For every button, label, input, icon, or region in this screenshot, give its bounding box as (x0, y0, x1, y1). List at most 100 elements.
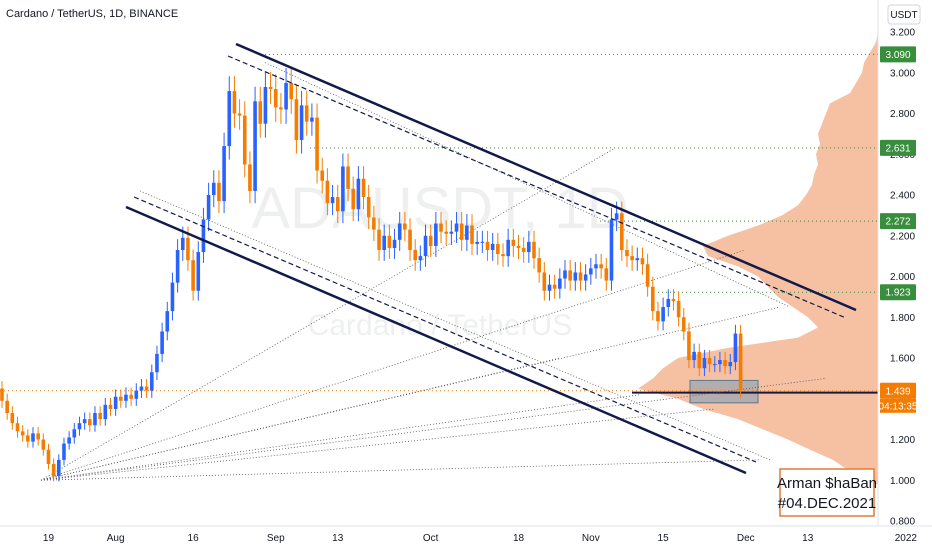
candle-body (397, 223, 402, 240)
candle-body (31, 433, 35, 442)
countdown-label: 04:13:35 (879, 401, 918, 412)
time-tick-label: 18 (513, 533, 525, 544)
candles (0, 67, 743, 482)
candle-body (475, 241, 479, 244)
candle-body (661, 307, 665, 322)
price-tag-bg (880, 139, 916, 156)
candle-body (279, 107, 283, 110)
candle-body (0, 388, 4, 401)
candle-body (449, 231, 454, 234)
candle-body (103, 404, 108, 420)
time-tick-label: 13 (802, 533, 814, 544)
fan-lines (40, 62, 827, 481)
time-axis[interactable]: 19 Aug 16 Sep 13 Oct 18 Nov 15 Dec 13 2022 (43, 533, 918, 544)
candle-body (501, 254, 505, 257)
price-tag-bg (880, 382, 916, 399)
price-tick-label: 3.200 (890, 28, 915, 39)
candle-body (118, 396, 123, 401)
price-tag-label: 1.439 (885, 386, 910, 397)
price-tick-label: 0.800 (890, 517, 915, 528)
fan-line (40, 357, 561, 481)
time-tick-label: Sep (267, 533, 285, 544)
fan-line (40, 249, 746, 481)
candle-body (180, 237, 185, 251)
candle-body (62, 443, 66, 460)
candle-body (609, 219, 614, 281)
watermark-name: Cardano / TetherUS (308, 309, 573, 342)
candle-body (139, 386, 144, 391)
candle-body (258, 101, 263, 124)
signature-name: Arman $haBan (777, 475, 877, 492)
candle-body (454, 223, 459, 232)
candle-body (656, 311, 660, 322)
candle-body (506, 239, 510, 257)
candle-body (625, 250, 629, 257)
candle-body (594, 264, 598, 269)
price-tag-label: 1.923 (885, 288, 910, 299)
candle-body (253, 101, 257, 191)
price-tick-label: 1.200 (890, 435, 915, 446)
candle-body (346, 166, 350, 189)
fan-line (40, 408, 716, 481)
candle-body (589, 268, 593, 275)
support-zone (689, 379, 759, 404)
candle-body (470, 225, 474, 244)
candle-body (645, 264, 650, 287)
candle-body (294, 99, 299, 140)
candle-body (444, 231, 448, 234)
price-tick-label: 2.200 (890, 231, 915, 242)
candle-body (516, 245, 521, 248)
candle-body (304, 105, 309, 122)
candle-body (423, 235, 428, 257)
candle-body (155, 353, 159, 373)
candle-body (614, 213, 619, 220)
price-tag-bg (880, 46, 916, 63)
time-tick-label: Nov (582, 533, 600, 544)
candle-body (692, 351, 696, 361)
candle-body (387, 235, 392, 248)
candle-body (568, 270, 572, 281)
candle-body (573, 272, 578, 281)
candle-body (372, 217, 376, 230)
candle-body (485, 241, 490, 251)
candle-body (315, 117, 319, 171)
candle-body (191, 260, 195, 291)
price-tick-label: 1.000 (890, 476, 915, 487)
candle-body (635, 258, 640, 261)
candle-body (351, 188, 356, 210)
candle-body (490, 243, 495, 251)
signature-date: #04.DEC.2021 (778, 495, 876, 512)
candle-body (599, 264, 603, 269)
candle-body (10, 413, 15, 424)
fan-line (139, 190, 771, 461)
candle-body (284, 82, 288, 110)
candle-body (650, 286, 655, 312)
candle-body (232, 91, 237, 114)
candle-body (242, 115, 247, 165)
candle-body (227, 91, 232, 147)
candle-body (129, 394, 133, 399)
price-tick-label: 1.600 (890, 354, 915, 365)
candle-body (676, 300, 681, 318)
candle-body (5, 400, 9, 414)
candle-body (718, 360, 722, 365)
channel-upper (235, 42, 857, 312)
candle-body (552, 284, 557, 289)
candle-body (527, 241, 531, 253)
candle-body (88, 419, 92, 426)
candle-body (439, 223, 443, 232)
candle-body (113, 396, 118, 409)
candle-body (57, 459, 61, 477)
price-axis-bg (878, 0, 932, 550)
currency-button[interactable]: USDT (887, 4, 921, 25)
candle-body (330, 197, 335, 204)
candle-body (702, 358, 707, 369)
price-tag-label: 2.272 (885, 217, 910, 228)
candle-body (237, 113, 242, 116)
price-tags: 3.090 2.631 2.272 1.923 1.439 04:13:35 (879, 46, 918, 413)
price-tick-label: 2.400 (890, 191, 915, 202)
channel-lower-dashed (133, 196, 757, 463)
candle-body (728, 362, 733, 367)
fan-line (40, 147, 616, 481)
